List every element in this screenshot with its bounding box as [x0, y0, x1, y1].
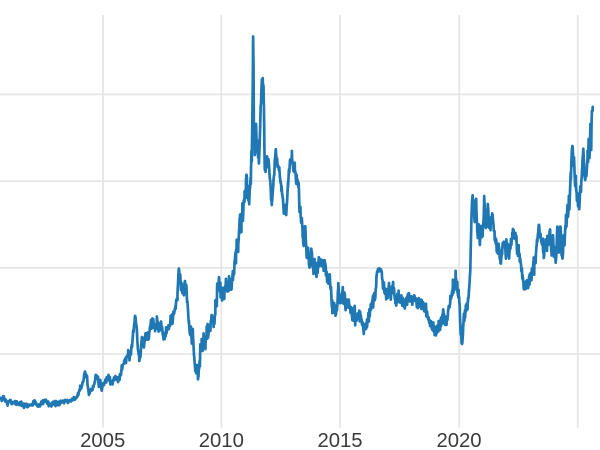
svg-text:2015: 2015	[317, 430, 362, 450]
svg-text:2020: 2020	[436, 430, 481, 450]
svg-text:2010: 2010	[199, 430, 244, 450]
svg-text:2005: 2005	[80, 430, 125, 450]
